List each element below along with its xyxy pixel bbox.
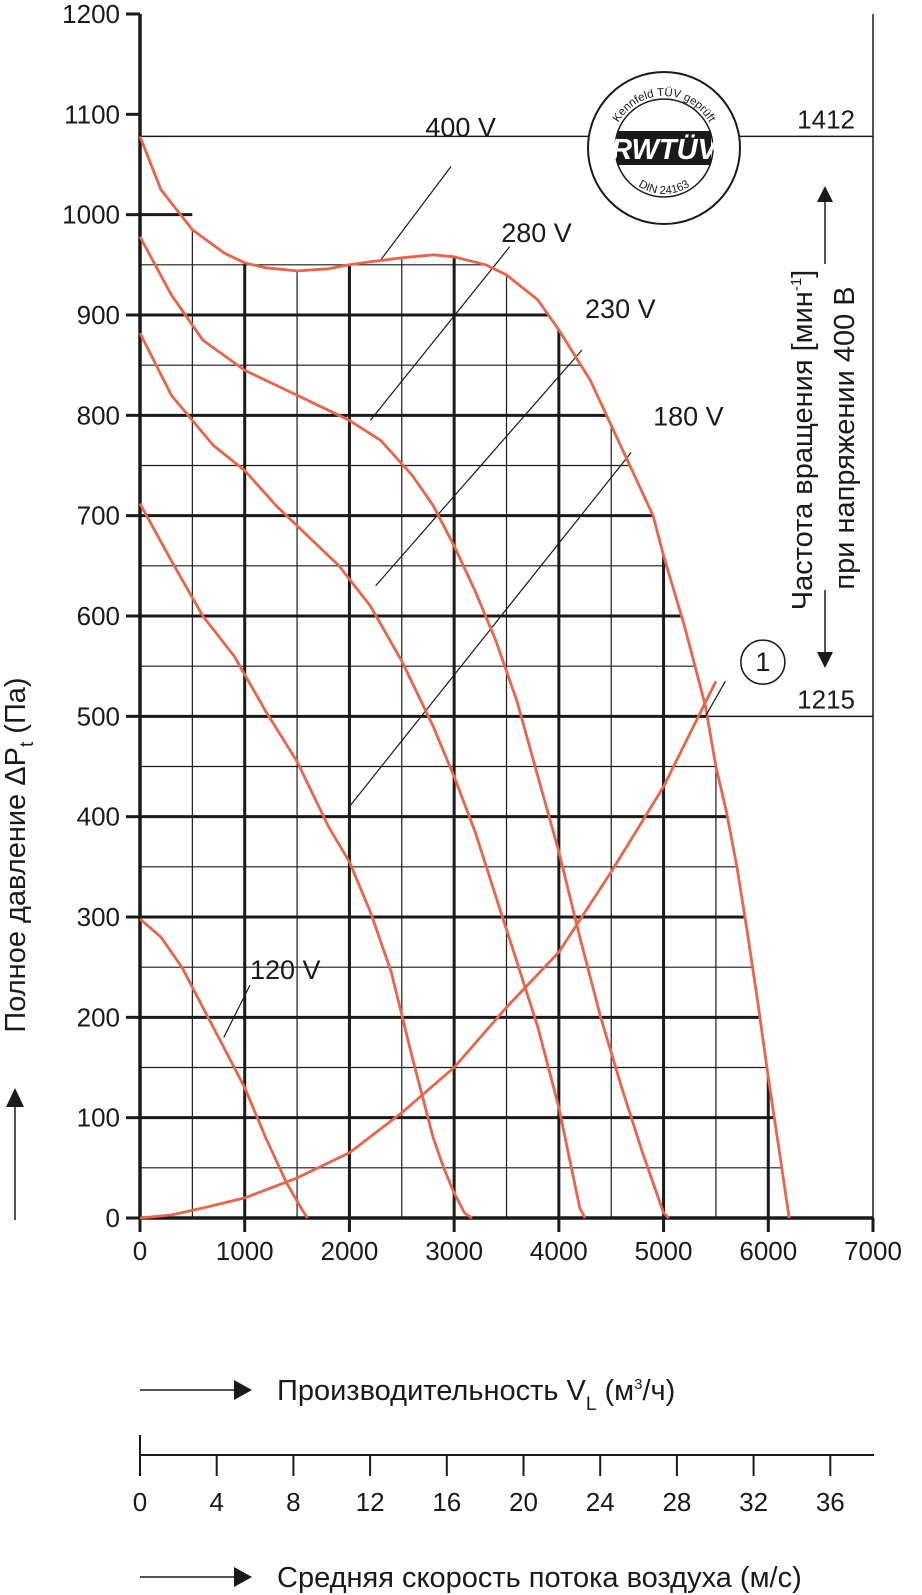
- curve-230-v: [138, 332, 587, 1219]
- x-tick-label: 6000: [739, 1236, 797, 1266]
- reference-lines: 1412 1215: [140, 104, 873, 718]
- arrow-up-icon: [817, 186, 833, 202]
- curve-label: 180 V: [653, 401, 724, 431]
- y-tick-label: 1000: [62, 200, 120, 230]
- curve-label: 120 V: [250, 955, 321, 985]
- velocity-tick-label: 28: [662, 1487, 691, 1517]
- y-tick-label: 700: [77, 501, 120, 531]
- y-axis-label: Полное давление ΔPt (Па): [0, 677, 38, 1220]
- velocity-tick-label: 20: [509, 1487, 538, 1517]
- x-tick-label: 3000: [425, 1236, 483, 1266]
- y-tick-label: 800: [77, 400, 120, 430]
- leader-line: [704, 680, 726, 717]
- curve-120-v: [139, 917, 309, 1219]
- arrow-down-icon: [817, 652, 833, 668]
- leader-line: [380, 166, 452, 261]
- rwtuv-stamp: Kennfeld TÜV geprüft RWTÜV DIN 24163: [587, 71, 741, 225]
- rpm-label-line2: при напряжении 400 В: [829, 286, 861, 589]
- x-tick-label: 0: [133, 1236, 147, 1266]
- leader-lines: [223, 166, 632, 1038]
- x-tick-label: 2000: [321, 1236, 379, 1266]
- y-tick-label: 0: [106, 1203, 120, 1233]
- velocity-tick-label: 8: [286, 1487, 300, 1517]
- curve-label: 230 V: [585, 294, 656, 324]
- grid: [140, 213, 782, 1218]
- velocity-tick-label: 16: [432, 1487, 461, 1517]
- stamp-bottom-text: DIN 24163: [637, 178, 692, 197]
- velocity-tick-label: 36: [816, 1487, 845, 1517]
- velocity-axis: Средняя скорость потока воздуха (м/с) 0 4…: [133, 1435, 874, 1594]
- x-tick-label: 5000: [635, 1236, 693, 1266]
- arrow-right-icon: [234, 1380, 252, 1400]
- y-tick-label: 500: [77, 701, 120, 731]
- plot-frame: [126, 12, 875, 1232]
- stamp-logo-text: RWTÜV: [611, 133, 719, 166]
- y-tick-label: 600: [77, 601, 120, 631]
- x-tick-label: 4000: [530, 1236, 588, 1266]
- arrow-up-icon: [6, 1088, 24, 1107]
- velocity-tick-label: 12: [356, 1487, 385, 1517]
- rpm-axis-label: Частота вращения [мин-1] при напряжении …: [787, 186, 861, 668]
- x-axis-title: Производительность VL (м3/ч): [277, 1375, 675, 1415]
- y-tick-label: 300: [77, 902, 120, 932]
- y-axis-title: Полное давление ΔPt (Па): [0, 677, 38, 1032]
- velocity-tick-label: 4: [209, 1487, 223, 1517]
- curve-label: 280 V: [501, 218, 572, 248]
- velocity-tick-label: 32: [739, 1487, 768, 1517]
- y-tick-label: 900: [77, 300, 120, 330]
- curve-280-v: [138, 236, 670, 1220]
- curve-1: [139, 680, 718, 1220]
- rpm-label: 1215: [797, 684, 855, 714]
- curve-180-v: [138, 502, 473, 1220]
- system-curve-label: 1: [755, 647, 770, 677]
- velocity-tick-label: 24: [586, 1487, 615, 1517]
- y-tick-label: 100: [77, 1103, 120, 1133]
- y-tick-label: 400: [77, 802, 120, 832]
- rpm-label: 1412: [797, 104, 855, 134]
- curve-label: 400 V: [425, 112, 496, 142]
- x-tick-label: 7000: [844, 1236, 902, 1266]
- velocity-axis-title: Средняя скорость потока воздуха (м/с): [277, 1562, 802, 1594]
- tick-labels: 0100200300400500600700800900100011001200…: [62, 0, 902, 1266]
- leader-line: [223, 984, 251, 1038]
- rpm-label-line1: Частота вращения [мин-1]: [787, 270, 819, 610]
- leader-line: [375, 349, 583, 587]
- curves: [138, 135, 791, 1220]
- y-tick-label: 200: [77, 1002, 120, 1032]
- x-axis-label: Производительность VL (м3/ч): [140, 1375, 675, 1415]
- curve-400-v: [138, 135, 791, 1219]
- velocity-tick-label: 0: [133, 1487, 147, 1517]
- leader-line: [369, 246, 511, 421]
- y-tick-label: 1200: [62, 0, 120, 29]
- y-tick-label: 1100: [64, 99, 120, 129]
- x-tick-label: 1000: [216, 1236, 274, 1266]
- annotations: 400 V 280 V 230 V 180 V 120 V 1: [250, 112, 786, 985]
- arrow-right-icon: [234, 1567, 252, 1587]
- system-curve-marker: [740, 639, 786, 685]
